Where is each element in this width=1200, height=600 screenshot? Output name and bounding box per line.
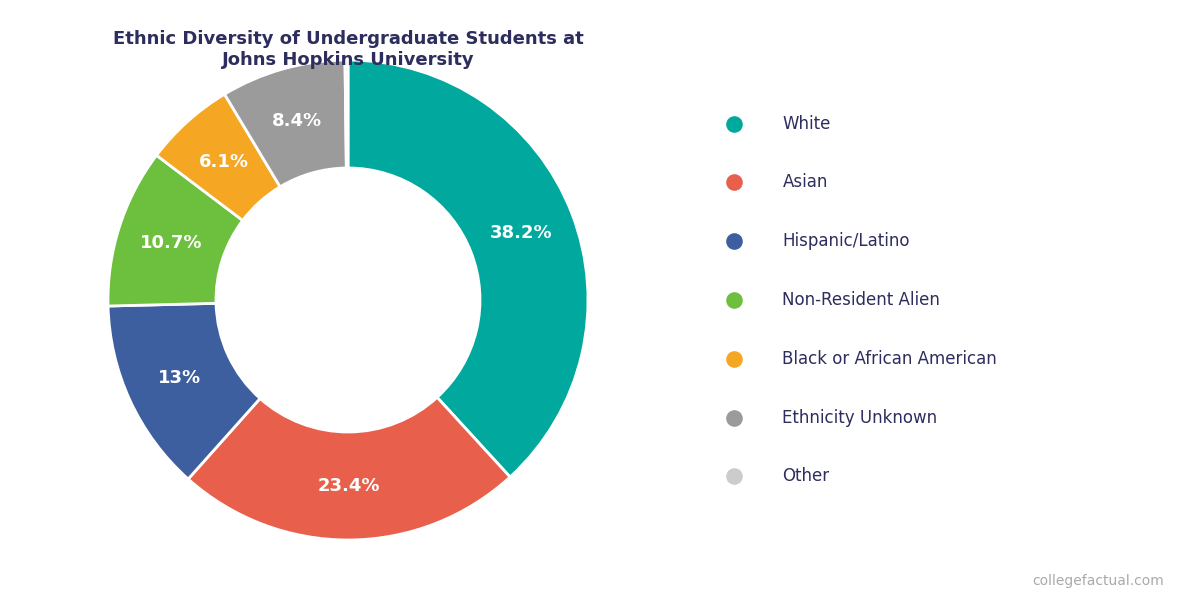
Text: collegefactual.com: collegefactual.com — [1032, 574, 1164, 588]
Point — [725, 236, 744, 246]
Wedge shape — [348, 60, 588, 477]
Text: White: White — [782, 115, 830, 133]
Text: Asian: Asian — [782, 173, 828, 191]
Wedge shape — [224, 60, 347, 187]
Text: Hispanic/Latino: Hispanic/Latino — [782, 232, 910, 250]
Text: Black or African American: Black or African American — [782, 350, 997, 368]
Wedge shape — [108, 304, 260, 479]
Point — [725, 119, 744, 128]
Text: 8.4%: 8.4% — [272, 112, 323, 130]
Text: 6.1%: 6.1% — [199, 152, 248, 170]
Wedge shape — [188, 397, 510, 540]
Point — [725, 413, 744, 422]
Point — [725, 472, 744, 481]
Point — [725, 354, 744, 364]
Text: 10.7%: 10.7% — [139, 234, 202, 252]
Wedge shape — [344, 60, 348, 168]
Text: Non-Resident Alien: Non-Resident Alien — [782, 291, 941, 309]
Text: 38.2%: 38.2% — [490, 224, 553, 242]
Text: 13%: 13% — [157, 369, 200, 387]
Text: Other: Other — [782, 467, 829, 485]
Point — [725, 178, 744, 187]
Point — [725, 295, 744, 305]
Text: Ethnicity Unknown: Ethnicity Unknown — [782, 409, 937, 427]
Text: 23.4%: 23.4% — [318, 477, 380, 495]
Wedge shape — [108, 155, 242, 306]
Text: Ethnic Diversity of Undergraduate Students at
Johns Hopkins University: Ethnic Diversity of Undergraduate Studen… — [113, 30, 583, 69]
Wedge shape — [156, 94, 280, 220]
